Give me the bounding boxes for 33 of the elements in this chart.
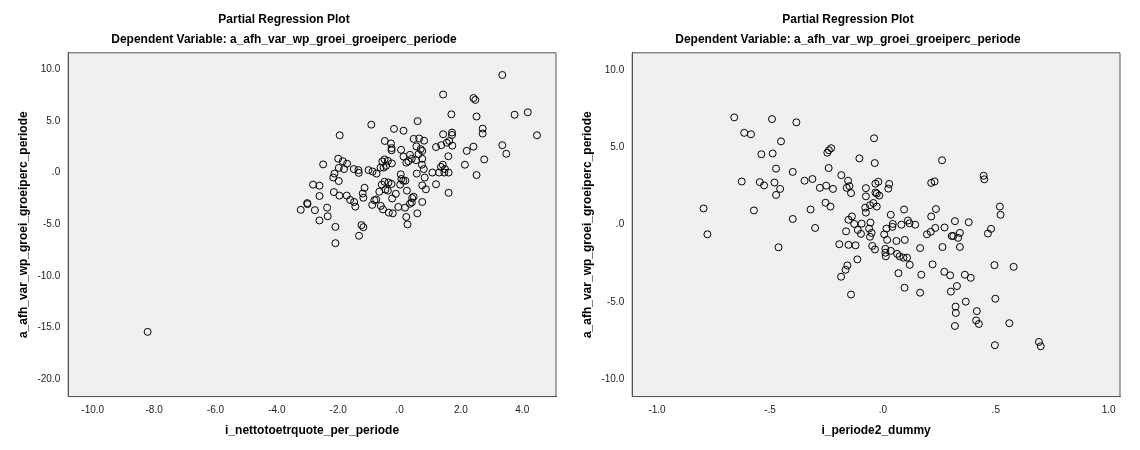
x-tick-label: 4.0 xyxy=(515,404,530,416)
x-tick-label: .5 xyxy=(991,404,1001,416)
chart-title: Partial Regression Plot xyxy=(782,11,914,26)
x-tick-label: .0 xyxy=(395,404,405,416)
y-tick-label: 10.0 xyxy=(604,63,625,75)
x-tick-label: 1.0 xyxy=(1101,404,1117,416)
y-tick-label: -5.0 xyxy=(606,295,625,307)
x-tick-label: -4.0 xyxy=(268,404,286,416)
chart-title: Partial Regression Plot xyxy=(218,11,350,26)
y-tick-label: -20.0 xyxy=(37,372,61,384)
y-tick-label: -10.0 xyxy=(601,373,625,385)
x-axis-title: i_periode2_dummy xyxy=(821,423,932,438)
x-axis-title: i_nettotoetrquote_per_periode xyxy=(225,423,400,438)
y-tick-label: 5.0 xyxy=(46,114,61,126)
y-tick-label: -5.0 xyxy=(42,217,61,229)
y-tick-label: 5.0 xyxy=(610,141,625,153)
x-tick-label: -6.0 xyxy=(206,404,225,416)
y-tick-label: 10.0 xyxy=(40,63,61,75)
x-tick-label: -8.0 xyxy=(145,404,164,416)
y-tick-label: .0 xyxy=(615,218,625,230)
y-tick-label: -15.0 xyxy=(37,321,61,333)
x-tick-label: -2.0 xyxy=(329,404,348,416)
y-axis-title: a_afh_var_wp_groei_groeiperc_periode xyxy=(579,110,594,339)
chart-subtitle: Dependent Variable: a_afh_var_wp_groei_groeiperc_periode xyxy=(675,31,1022,46)
y-tick-label: -10.0 xyxy=(37,269,61,281)
x-tick-label: .0 xyxy=(878,404,888,416)
x-tick-label: -1.0 xyxy=(648,404,667,416)
x-tick-label: -10.0 xyxy=(81,404,105,416)
y-axis-title: a_afh_var_wp_groei_groeiperc_periode xyxy=(15,110,30,339)
x-tick-label: 2.0 xyxy=(453,404,469,416)
y-tick-label: .0 xyxy=(51,166,61,178)
chart-subtitle: Dependent Variable: a_afh_var_wp_groei_groeiperc_periode xyxy=(111,31,458,46)
x-tick-label: -.5 xyxy=(764,404,777,416)
